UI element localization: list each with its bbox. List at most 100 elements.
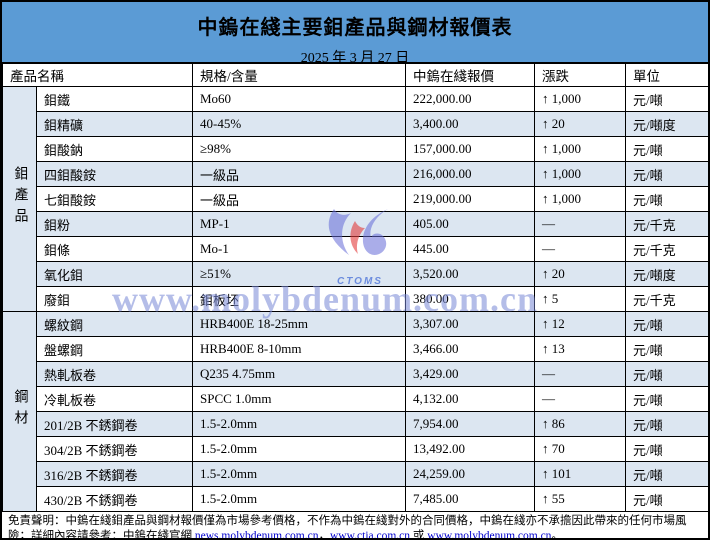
change-cell: ↑ 20 [534, 261, 626, 287]
change-cell: ↑ 101 [534, 461, 626, 487]
disclaimer-footer: 免責聲明：中鎢在綫鉬產品與鋼材報價僅為市場參考價格，不作為中鎢在綫對外的合同價格… [2, 512, 708, 540]
product-name-cell: 304/2B 不銹鋼卷 [36, 436, 193, 462]
footer-period: 。 [551, 530, 563, 540]
col-header-unit: 單位 [625, 63, 708, 87]
disclaimer-text: 免責聲明：中鎢在綫鉬產品與鋼材報價僅為市場參考價格，不作為中鎢在綫對外的合同價格… [8, 515, 687, 540]
table-row: 熱軋板卷 Q235 4.75mm 3,429.00— 元/噸 [2, 361, 708, 387]
change-cell: — [534, 236, 626, 262]
group-label-text: 鋼材 [12, 388, 28, 431]
price-cell: 7,485.00 [405, 486, 535, 512]
link-news-molybdenum[interactable]: news.molybdenum.com.cn [194, 530, 319, 540]
title-band: 中鎢在綫主要鉬產品與鋼材報價表 2025 年 3 月 27 日 [2, 2, 708, 66]
change-cell: ↑ 12 [534, 311, 626, 337]
price-cell: 3,520.00 [405, 261, 535, 287]
unit-cell: 元/噸 [625, 136, 708, 162]
link-ctia[interactable]: www.ctia.com.cn [329, 530, 411, 540]
table-row: 鉬精礦 40-45% 3,400.00 ↑ 20 元/噸度 [2, 111, 708, 137]
change-cell: ↑ 13 [534, 336, 626, 362]
spec-cell: ≥98% [192, 136, 406, 162]
spec-cell: Q235 4.75mm [192, 361, 406, 387]
footer-separator: 或 [410, 530, 428, 540]
spec-cell: ≥51% [192, 261, 406, 287]
page-title: 中鎢在綫主要鉬產品與鋼材報價表 [197, 17, 513, 39]
unit-cell: 元/噸 [625, 186, 708, 212]
spec-cell: 40-45% [192, 111, 406, 137]
unit-cell: 元/千克 [625, 236, 708, 262]
col-header-price: 中鎢在綫報價 [405, 63, 535, 87]
header-row: 產品名稱 規格/含量 中鎢在綫報價 漲跌 單位 [2, 63, 708, 87]
spec-cell: 一級品 [192, 186, 406, 212]
change-cell: ↑ 1,000 [534, 161, 626, 187]
table-row: 廢鉬 鉬板坯 380.00 ↑ 5 元/千克 [3, 286, 708, 312]
price-cell: 24,259.00 [405, 461, 535, 487]
link-molybdenum[interactable]: www.molybdenum.com.cn [427, 530, 552, 540]
change-cell: — [534, 386, 626, 412]
unit-cell: 元/噸 [625, 336, 708, 362]
unit-cell: 元/噸 [625, 161, 708, 187]
price-cell: 13,492.00 [405, 436, 535, 462]
spec-cell: HRB400E 18-25mm [192, 311, 406, 337]
change-cell: ↑ 5 [534, 286, 626, 312]
spec-cell: 1.5-2.0mm [192, 411, 406, 437]
product-name-cell: 316/2B 不銹鋼卷 [36, 461, 193, 487]
change-cell: — [534, 211, 626, 237]
product-name-cell: 氧化鉬 [36, 261, 193, 287]
price-cell: 157,000.00 [405, 136, 535, 162]
price-cell: 405.00 [405, 211, 535, 237]
change-cell: ↑ 1,000 [534, 136, 626, 162]
change-cell: ↑ 86 [534, 411, 626, 437]
product-name-cell: 螺紋鋼 [36, 311, 193, 337]
footer-separator: ， [318, 530, 330, 540]
product-name-cell: 201/2B 不銹鋼卷 [36, 411, 193, 437]
product-name-cell: 廢鉬 [36, 286, 193, 312]
unit-cell: 元/噸 [625, 311, 708, 337]
spec-cell: MP-1 [192, 211, 406, 237]
col-header-spec: 規格/含量 [192, 63, 406, 87]
unit-cell: 元/噸 [625, 436, 708, 462]
change-cell: ↑ 20 [534, 111, 626, 137]
col-header-change: 漲跌 [534, 63, 626, 87]
unit-cell: 元/千克 [625, 286, 708, 312]
spec-cell: 1.5-2.0mm [192, 461, 406, 487]
product-name-cell: 鉬精礦 [36, 111, 193, 137]
spec-cell: Mo-1 [192, 236, 406, 262]
price-cell: 3,429.00 [405, 361, 535, 387]
price-table-body: 鉬產品 鉬鐵 Mo60 222,000.00 ↑ 1,000 元/噸 鉬精礦 40-45% 3,… [2, 86, 708, 512]
unit-cell: 元/噸 [625, 411, 708, 437]
unit-cell: 元/噸度 [625, 111, 708, 137]
price-cell: 3,466.00 [405, 336, 535, 362]
table-row: 201/2B 不銹鋼卷 1.5-2.0mm 7,954.00 ↑ 86 元/噸 [2, 411, 708, 437]
change-cell: ↑ 55 [534, 486, 626, 512]
spec-cell: Mo60 [192, 86, 406, 112]
table-row: 430/2B 不銹鋼卷 1.5-2.0mm 7,485.00 ↑ 55 元/噸 [3, 486, 708, 512]
unit-cell: 元/千克 [625, 211, 708, 237]
price-cell: 4,132.00 [405, 386, 535, 412]
price-cell: 380.00 [405, 286, 535, 312]
change-cell: ↑ 1,000 [534, 186, 626, 212]
price-cell: 219,000.00 [405, 186, 535, 212]
table-row: 鉬粉 MP-1 405.00— 元/千克 [2, 211, 708, 237]
table-row: 鉬產品 鉬鐵 Mo60 222,000.00 ↑ 1,000 元/噸 [2, 86, 708, 312]
spec-cell: 1.5-2.0mm [192, 436, 406, 462]
price-cell: 3,400.00 [405, 111, 535, 137]
unit-cell: 元/噸 [625, 361, 708, 387]
unit-cell: 元/噸 [625, 386, 708, 412]
change-cell: ↑ 70 [534, 436, 626, 462]
price-cell: 7,954.00 [405, 411, 535, 437]
unit-cell: 元/噸 [625, 86, 708, 112]
unit-cell: 元/噸 [625, 486, 708, 512]
table-row: 氧化鉬 ≥51% 3,520.00 ↑ 20 元/噸度 [2, 261, 708, 287]
table-row: 316/2B 不銹鋼卷 1.5-2.0mm 24,259.00 ↑ 101 元/噸 [2, 461, 708, 487]
product-name-cell: 鉬酸鈉 [36, 136, 193, 162]
product-name-cell: 七鉬酸銨 [36, 186, 193, 212]
change-cell: ↑ 1,000 [534, 86, 626, 112]
spec-cell: 一級品 [192, 161, 406, 187]
product-name-cell: 鉬條 [36, 236, 193, 262]
steel-materials-group-label: 鋼材 [2, 311, 37, 512]
group-label-text: 鉬產品 [12, 165, 28, 229]
unit-cell: 元/噸度 [625, 261, 708, 287]
price-cell: 3,307.00 [405, 311, 535, 337]
table-row: 鉬條 Mo-1 445.00— 元/千克 [3, 236, 708, 262]
price-cell: 216,000.00 [405, 161, 535, 187]
